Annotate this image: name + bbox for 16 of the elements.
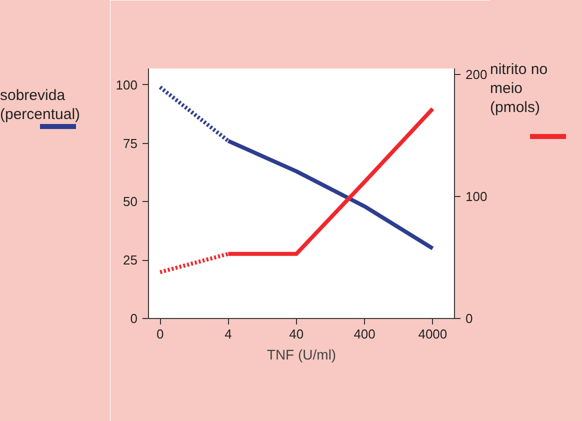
x-axis-title: TNF (U/ml) — [266, 346, 336, 362]
x-tick-label: 4 — [224, 326, 232, 342]
y-tick-label: 0 — [130, 311, 138, 326]
y-axis-title: sobrevida (percentual) — [0, 86, 80, 125]
y2-tick-label: 200 — [466, 67, 488, 82]
x-tick-label: 4000 — [418, 326, 448, 342]
y2-tick-label: 100 — [466, 189, 488, 204]
y-tick-label: 25 — [123, 252, 138, 268]
y-tick-label: 75 — [123, 136, 138, 151]
y2-tick-label: 0 — [466, 311, 473, 326]
x-tick-label: 0 — [156, 326, 164, 342]
x-tick-label: 400 — [354, 326, 376, 342]
y-tick-label: 100 — [116, 77, 138, 92]
y-tick-label: 50 — [123, 194, 138, 210]
y2-axis-title: nitrito no meio (pmols) — [490, 60, 548, 118]
x-tick-label: 40 — [289, 326, 304, 342]
